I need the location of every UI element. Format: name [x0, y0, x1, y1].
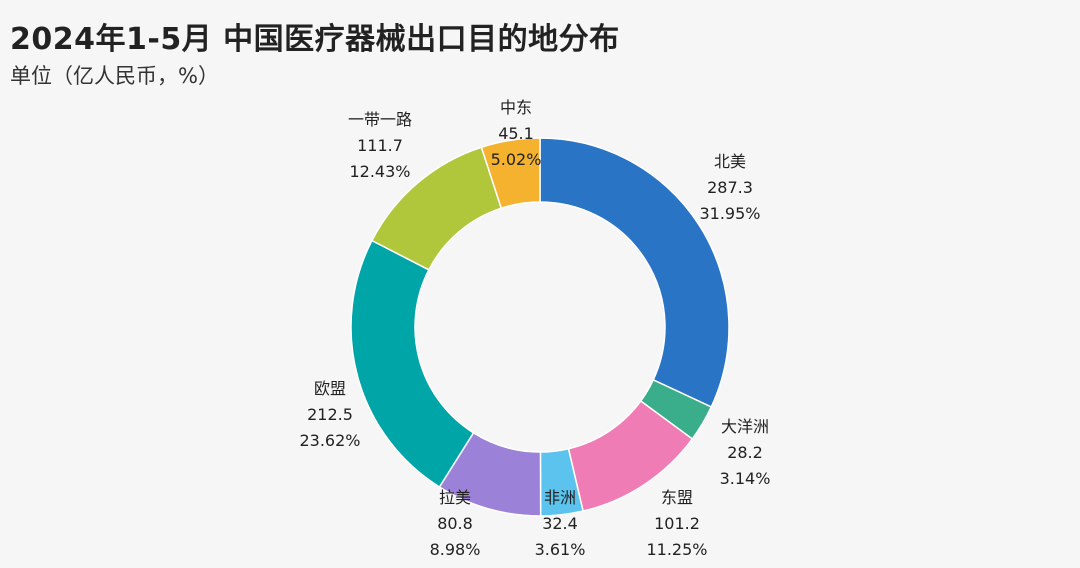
slice-value-label: 28.2 — [727, 443, 763, 462]
slice-value-label: 212.5 — [307, 405, 353, 424]
slice-label: 欧盟 — [314, 379, 346, 398]
slice-value-label: 80.8 — [437, 514, 473, 533]
slice-label: 东盟 — [661, 488, 693, 507]
slice-percent-label: 23.62% — [299, 431, 360, 450]
slice-percent-label: 3.61% — [535, 540, 586, 559]
slice-percent-label: 8.98% — [430, 540, 481, 559]
slice-percent-label: 31.95% — [699, 204, 760, 223]
slice-label: 大洋洲 — [721, 417, 769, 436]
slice-percent-label: 3.14% — [720, 469, 771, 488]
slice-label: 北美 — [714, 152, 746, 171]
slice-percent-label: 11.25% — [646, 540, 707, 559]
chart-subtitle: 单位（亿人民币，%） — [10, 64, 219, 88]
slice-percent-label: 5.02% — [491, 150, 542, 169]
slice-value-label: 32.4 — [542, 514, 578, 533]
slice-中东 — [480, 137, 541, 210]
slice-value-label: 287.3 — [707, 178, 753, 197]
slice-value-label: 101.2 — [654, 514, 700, 533]
chart-title: 2024年1-5月 中国医疗器械出口目的地分布 — [10, 22, 620, 57]
slice-value-label: 45.1 — [498, 124, 534, 143]
slice-欧盟 — [350, 239, 475, 489]
slice-label: 中东 — [500, 98, 532, 117]
slice-value-label: 111.7 — [357, 136, 403, 155]
slice-label: 一带一路 — [348, 110, 412, 129]
slice-label: 拉美 — [439, 488, 471, 507]
slice-label: 非洲 — [544, 488, 576, 507]
slice-percent-label: 12.43% — [349, 162, 410, 181]
slice-北美 — [539, 137, 730, 408]
